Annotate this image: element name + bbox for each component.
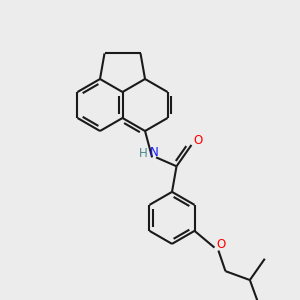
Text: O: O — [194, 134, 203, 148]
Text: N: N — [150, 146, 158, 159]
Text: O: O — [217, 238, 226, 251]
Text: H: H — [139, 147, 148, 160]
